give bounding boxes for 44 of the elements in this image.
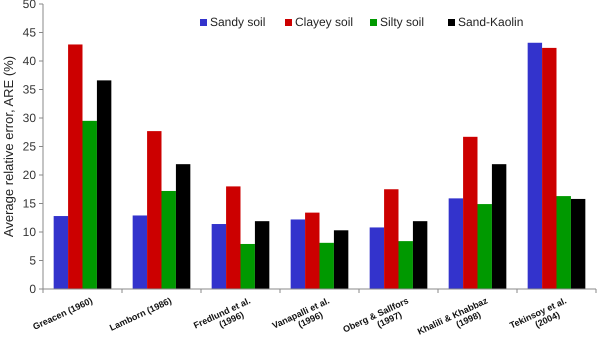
bar xyxy=(96,80,112,289)
y-tick-label: 25 xyxy=(22,140,36,154)
bar xyxy=(212,224,226,289)
bar xyxy=(492,164,506,289)
bar xyxy=(320,242,334,289)
y-tick-label: 0 xyxy=(29,282,36,296)
bar xyxy=(448,198,464,289)
bar xyxy=(54,216,68,289)
y-tick-label: 5 xyxy=(29,254,36,268)
bar xyxy=(478,204,492,289)
bar xyxy=(290,219,306,289)
bar xyxy=(384,189,398,289)
y-tick-label: 30 xyxy=(22,111,36,126)
y-tick-label: 10 xyxy=(22,225,36,240)
y-tick-label: 45 xyxy=(22,26,36,40)
y-tick-label: 35 xyxy=(22,82,36,97)
bar xyxy=(412,221,428,289)
legend-label: Sandy soil xyxy=(210,15,266,29)
bar xyxy=(305,212,320,289)
y-axis-title: Average relative error, ARE (%) xyxy=(1,56,16,238)
bar xyxy=(162,190,176,289)
y-tick-label: 20 xyxy=(22,168,36,182)
legend-label: Sand-Kaolin xyxy=(458,15,524,29)
bar xyxy=(240,244,255,289)
bar xyxy=(68,44,82,289)
legend-label: Silty soil xyxy=(380,15,424,29)
bar xyxy=(542,48,556,289)
bar xyxy=(570,198,586,289)
bar xyxy=(370,227,384,289)
bar xyxy=(147,131,162,289)
y-tick-label: 50 xyxy=(22,0,36,12)
y-tick-label: 15 xyxy=(22,196,36,211)
bar xyxy=(82,120,97,289)
bar xyxy=(254,221,270,289)
bar xyxy=(132,215,148,289)
y-tick-label: 40 xyxy=(22,54,36,68)
bar xyxy=(334,230,348,289)
bar xyxy=(398,241,413,289)
legend-label: Clayey soil xyxy=(295,15,354,29)
bar xyxy=(556,196,571,289)
bar xyxy=(176,164,190,289)
bar xyxy=(463,136,478,289)
bar xyxy=(528,42,542,289)
bar xyxy=(226,186,240,289)
